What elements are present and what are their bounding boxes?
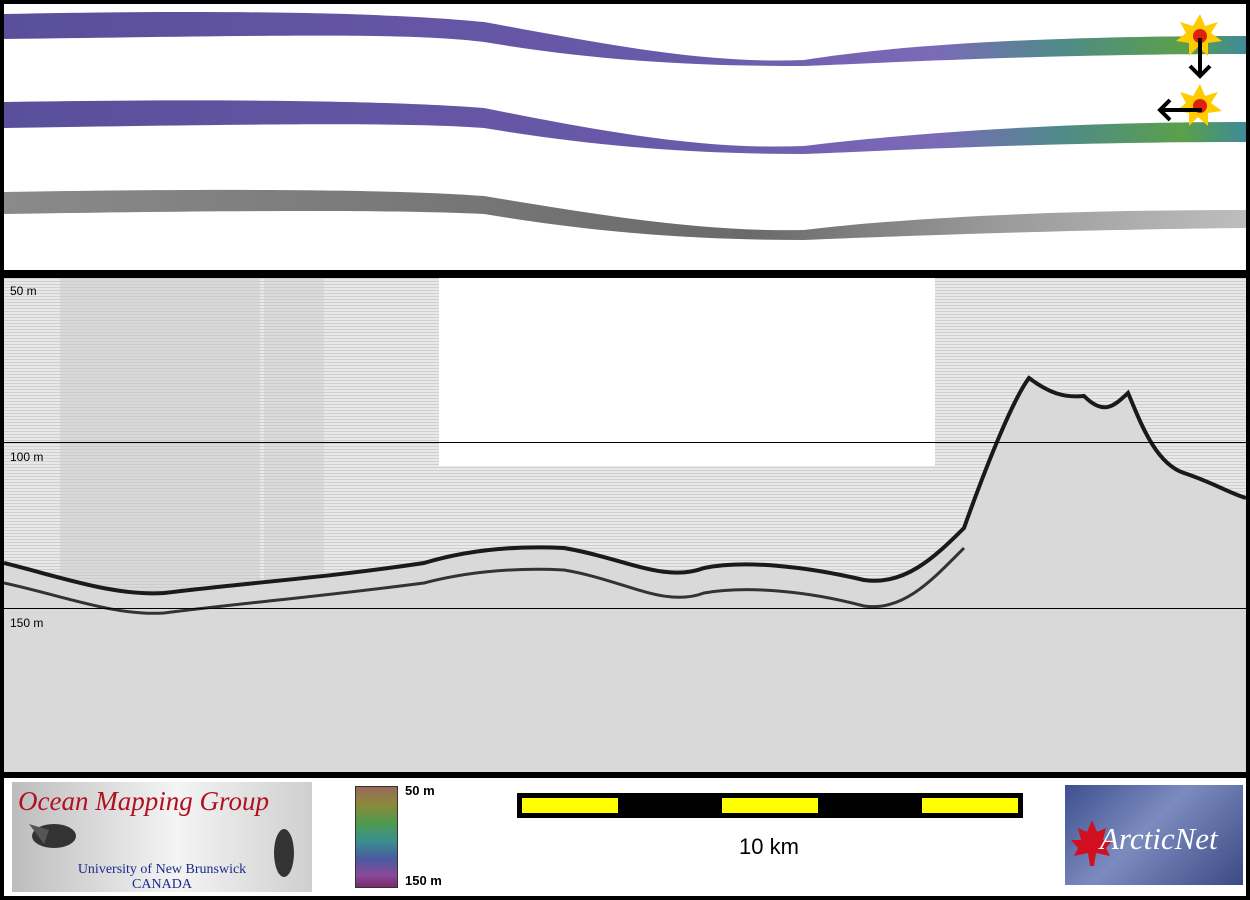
subbottom-reflector [4,546,966,615]
seafloor-fill [4,378,1246,772]
backscatter-strip [4,189,1246,240]
arrow-left-icon [1157,98,1202,122]
data-gap [439,278,935,466]
colorbar-top-label: 50 m [405,783,435,798]
subbottom-profile-panel: 50 m 100 m 150 m [4,278,1246,772]
legend-panel: Ocean Mapping Group University of New Br… [4,778,1246,896]
depth-label-150m: 150 m [10,616,44,630]
gridline-100m [4,442,1246,443]
explosion-icon [1176,84,1222,126]
gridline-150m [4,608,1246,609]
depth-label-100m: 100 m [10,450,44,464]
scale-bar [517,793,1023,818]
sonar-tow-icon [274,829,294,877]
profile-image [4,278,1246,772]
multibeam-strip-1 [4,11,1246,66]
scale-segment [522,798,618,813]
swath-panel [4,4,1246,270]
seafloor-line [4,375,1246,596]
logo-subtitle: University of New Brunswick [77,862,247,877]
scale-segment [922,798,1018,813]
arrow-down-icon [1188,38,1212,79]
scale-segment [722,798,818,813]
logo-country: CANADA [132,877,192,892]
colorbar-bottom-label: 150 m [405,873,442,888]
explosion-icon [1176,14,1222,56]
maple-leaf-icon [1071,820,1113,866]
multibeam-strip-2 [4,100,1246,154]
arcticnet-wordmark: ArcticNet [1100,821,1218,856]
logo-title: Ocean Mapping Group [18,786,269,816]
depth-colorbar [355,786,398,888]
sonar-vessel-icon [29,824,76,848]
scale-label: 10 km [739,834,799,859]
depth-label-50m: 50 m [10,284,37,298]
swath-strips [4,11,1246,240]
